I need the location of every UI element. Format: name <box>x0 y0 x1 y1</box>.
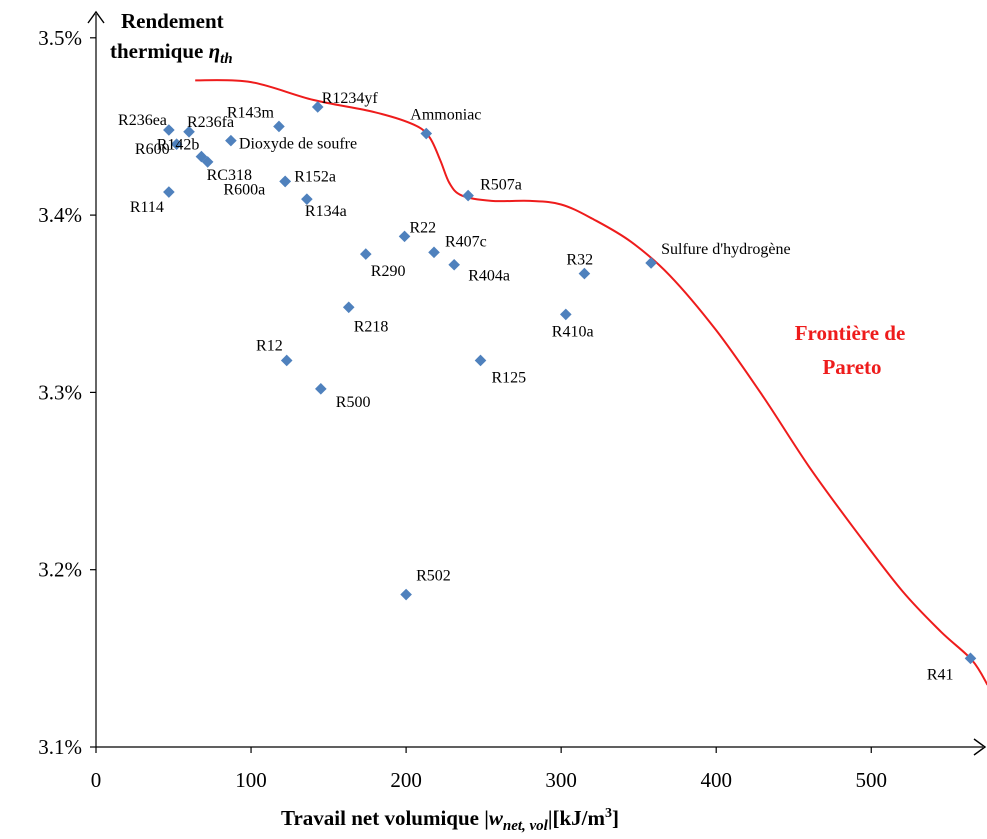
point-label: R600 <box>135 141 170 158</box>
point-label: R152a <box>294 168 336 185</box>
data-point <box>964 652 977 665</box>
point-label: R500 <box>336 394 371 411</box>
x-tick-label: 200 <box>390 768 422 792</box>
point-label: Sulfure d'hydrogène <box>661 241 791 258</box>
point-label: R1234yf <box>322 90 379 107</box>
data-point <box>428 246 440 259</box>
point-label: R114 <box>130 199 164 216</box>
data-point <box>560 308 572 321</box>
point-label: R410a <box>552 323 594 340</box>
data-point <box>280 354 293 367</box>
point-label: R502 <box>416 568 451 585</box>
point-label: R143m <box>227 104 275 121</box>
point-label: R218 <box>354 318 389 335</box>
y-tick-label: 3.3% <box>38 380 82 404</box>
point-label: R507a <box>480 177 522 194</box>
point-label: R22 <box>410 219 437 236</box>
x-tick-label: 300 <box>545 768 577 792</box>
pareto-label-line2: Pareto <box>822 355 881 379</box>
data-point <box>400 588 412 601</box>
data-point <box>448 258 460 271</box>
data-point <box>170 138 183 150</box>
data-point <box>301 193 313 205</box>
point-label: R134a <box>305 203 347 220</box>
x-tick-label: 500 <box>856 768 888 792</box>
point-label: R32 <box>566 252 593 269</box>
x-axis-title: Travail net volumique |wnet, vol|[kJ/m3] <box>281 806 619 834</box>
point-label: R290 <box>371 263 406 280</box>
data-point <box>342 301 355 314</box>
x-tick-label: 400 <box>700 768 732 792</box>
point-label: R236fa <box>187 114 234 131</box>
data-point <box>195 150 208 163</box>
pareto-curve <box>195 79 987 686</box>
data-point <box>183 125 195 138</box>
y-axis-arrow-icon <box>87 10 105 24</box>
data-point <box>420 127 433 140</box>
y-tick-label: 3.4% <box>38 203 82 227</box>
axis-layer: 0 100 200 300 400 500 3.1% 3.2% 3.3% 3.4% 3.5% <box>38 10 987 792</box>
point-label: R236ea <box>118 112 167 129</box>
y-axis-title-line2: thermique ηth <box>110 39 233 67</box>
point-label: R142b <box>157 137 200 154</box>
point-label: R404a <box>468 268 510 285</box>
data-point <box>474 354 487 367</box>
data-point <box>163 186 175 198</box>
x-axis-arrow-icon <box>973 738 987 756</box>
point-label: R41 <box>927 666 954 683</box>
point-label: Ammoniac <box>410 107 481 124</box>
data-point <box>315 383 327 395</box>
point-label: R407c <box>445 233 487 250</box>
data-point <box>279 175 291 188</box>
y-axis-title-line1: Rendement <box>121 9 224 33</box>
data-point <box>225 134 237 147</box>
data-point <box>273 120 285 133</box>
point-label: Dioxyde de soufre <box>239 136 357 153</box>
data-point <box>398 230 411 243</box>
y-tick-label: 3.5% <box>38 26 82 50</box>
x-tick-label: 0 <box>91 768 102 792</box>
data-point <box>163 124 175 136</box>
y-tick-label: 3.2% <box>38 558 82 582</box>
data-point <box>462 189 474 202</box>
data-point <box>578 267 591 280</box>
y-tick-label: 3.1% <box>38 735 82 759</box>
data-point <box>359 248 372 260</box>
data-point <box>645 257 657 269</box>
x-tick-label: 100 <box>235 768 267 792</box>
point-label: R125 <box>492 370 527 387</box>
point-label: R600a <box>223 181 265 198</box>
point-label: R12 <box>256 338 283 355</box>
pareto-label-line1: Frontière de <box>795 321 906 345</box>
data-point <box>311 101 324 113</box>
pareto-frontier <box>195 79 987 686</box>
point-label: RC318 <box>207 167 252 184</box>
